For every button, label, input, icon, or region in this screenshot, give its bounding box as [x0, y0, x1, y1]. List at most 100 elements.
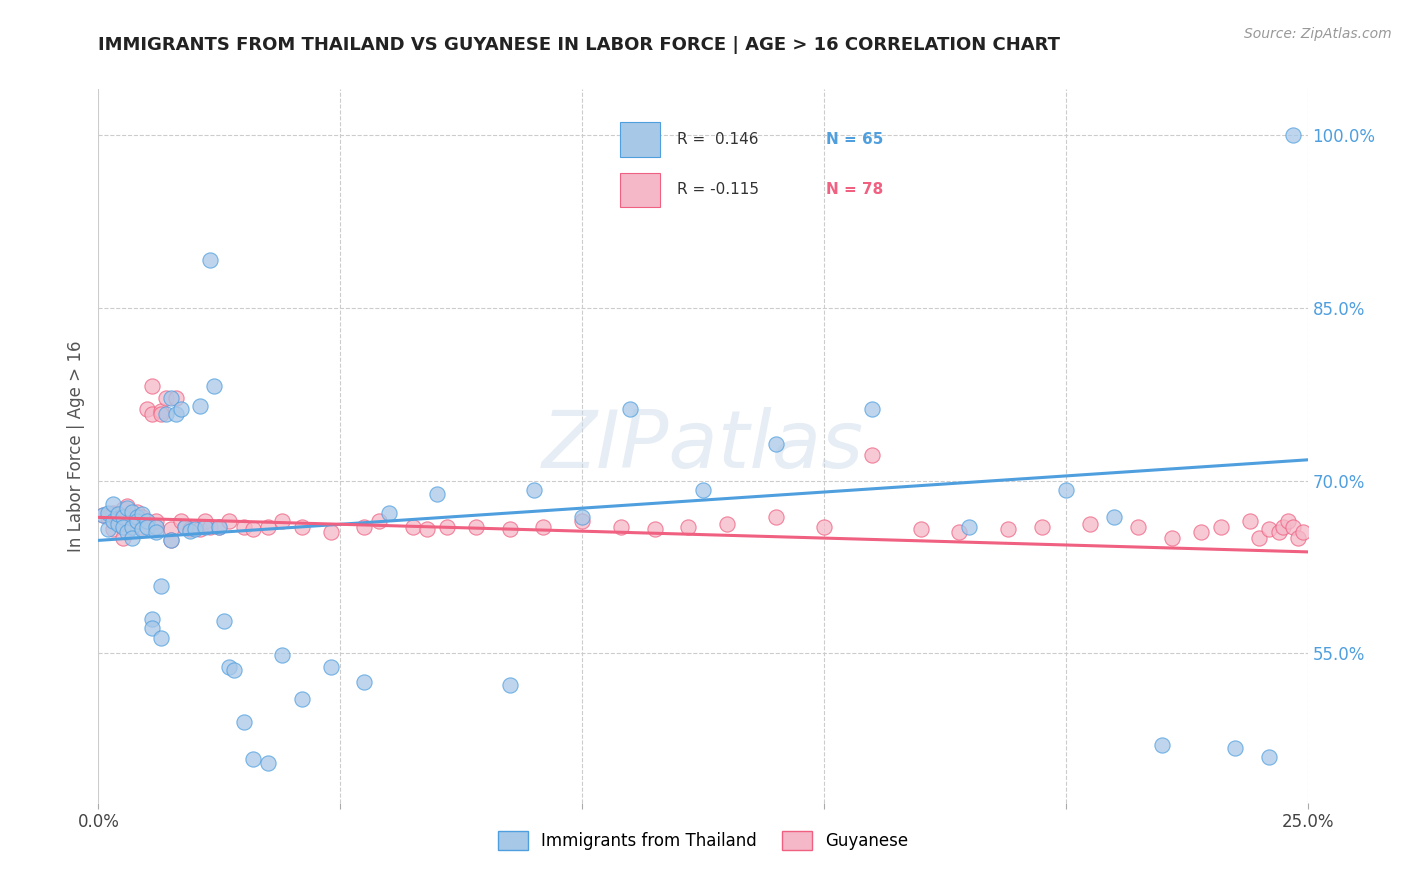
- Point: [319, 660, 342, 674]
- Point: [1152, 738, 1174, 752]
- Point: [121, 519, 143, 533]
- Point: [141, 612, 163, 626]
- Point: [232, 519, 254, 533]
- Y-axis label: In Labor Force | Age > 16: In Labor Force | Age > 16: [66, 340, 84, 552]
- Point: [131, 519, 153, 533]
- Point: [1161, 531, 1184, 545]
- Point: [1239, 514, 1261, 528]
- Point: [416, 522, 439, 536]
- Point: [174, 519, 197, 533]
- Point: [218, 514, 240, 528]
- Point: [160, 533, 183, 548]
- Point: [997, 522, 1019, 536]
- Point: [1128, 519, 1150, 533]
- Point: [111, 519, 134, 533]
- Point: [1189, 525, 1212, 540]
- Point: [121, 531, 143, 545]
- Point: [135, 402, 157, 417]
- Point: [121, 505, 143, 519]
- Point: [212, 614, 235, 628]
- Point: [377, 506, 399, 520]
- Point: [150, 404, 173, 418]
- Point: [135, 514, 157, 528]
- Point: [117, 501, 139, 516]
- Point: [198, 252, 221, 267]
- Point: [765, 510, 787, 524]
- Point: [1054, 483, 1077, 497]
- Point: [145, 525, 167, 540]
- Point: [117, 525, 139, 540]
- Point: [242, 522, 264, 536]
- Point: [860, 448, 883, 462]
- Point: [101, 514, 124, 528]
- Point: [160, 391, 183, 405]
- Point: [101, 522, 124, 536]
- Point: [179, 522, 201, 536]
- Point: [91, 508, 114, 522]
- Point: [131, 522, 153, 536]
- Point: [121, 519, 143, 533]
- Point: [232, 715, 254, 730]
- Point: [97, 522, 120, 536]
- Point: [242, 752, 264, 766]
- Text: ZIPatlas: ZIPatlas: [541, 407, 865, 485]
- Point: [290, 519, 312, 533]
- Point: [1223, 740, 1246, 755]
- Point: [256, 756, 278, 770]
- Point: [127, 514, 149, 528]
- Point: [290, 692, 312, 706]
- Point: [101, 506, 124, 520]
- Point: [523, 483, 546, 497]
- Point: [1209, 519, 1232, 533]
- Point: [107, 507, 129, 521]
- Point: [135, 514, 157, 528]
- Point: [948, 525, 970, 540]
- Point: [111, 519, 134, 533]
- Point: [184, 522, 207, 536]
- Point: [131, 507, 153, 521]
- Point: [222, 664, 245, 678]
- Point: [188, 522, 211, 536]
- Point: [135, 519, 157, 533]
- Point: [184, 519, 207, 533]
- Point: [121, 508, 143, 522]
- Point: [194, 519, 217, 533]
- Point: [97, 510, 120, 524]
- Point: [127, 510, 149, 524]
- Point: [464, 519, 486, 533]
- Point: [141, 621, 163, 635]
- Point: [957, 519, 980, 533]
- Point: [127, 514, 149, 528]
- Point: [860, 402, 883, 417]
- Point: [571, 514, 593, 528]
- Point: [619, 402, 641, 417]
- Point: [169, 514, 191, 528]
- Point: [145, 514, 167, 528]
- Point: [160, 522, 183, 536]
- Point: [531, 519, 554, 533]
- Point: [1292, 525, 1315, 540]
- Point: [368, 514, 391, 528]
- Point: [1078, 517, 1101, 532]
- Point: [131, 510, 153, 524]
- Point: [353, 675, 375, 690]
- Point: [1286, 531, 1309, 545]
- Point: [1031, 519, 1053, 533]
- Point: [111, 510, 134, 524]
- Point: [141, 407, 163, 421]
- Point: [111, 502, 134, 516]
- Point: [1267, 525, 1289, 540]
- Point: [1277, 514, 1299, 528]
- Point: [256, 519, 278, 533]
- Point: [498, 522, 520, 536]
- Point: [678, 519, 700, 533]
- Point: [426, 487, 449, 501]
- Point: [150, 407, 173, 421]
- Point: [179, 524, 201, 538]
- Point: [692, 483, 714, 497]
- Point: [155, 407, 177, 421]
- Point: [198, 519, 221, 533]
- Point: [765, 436, 787, 450]
- Point: [436, 519, 458, 533]
- Point: [1272, 519, 1295, 533]
